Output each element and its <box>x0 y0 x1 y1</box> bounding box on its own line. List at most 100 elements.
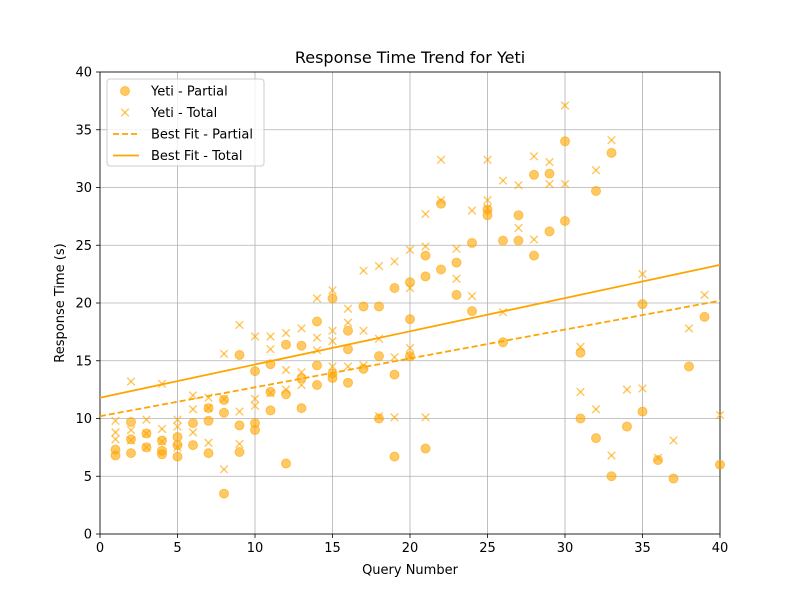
total-point <box>281 385 291 394</box>
total-point-stroke <box>204 403 213 413</box>
total-point <box>173 415 182 424</box>
total-point-stroke <box>607 135 616 145</box>
total-point-stroke <box>111 416 120 426</box>
partial-point <box>203 415 214 426</box>
total-point <box>204 438 213 448</box>
total-point <box>266 388 275 398</box>
total-point <box>250 332 260 341</box>
total-point-stroke <box>359 266 368 275</box>
total-point <box>312 333 322 342</box>
partial-point <box>343 325 353 336</box>
total-point-stroke <box>219 349 229 359</box>
total-point <box>235 407 244 416</box>
total-point-stroke <box>250 394 260 404</box>
partial-point <box>281 339 291 350</box>
total-point <box>204 403 213 413</box>
partial-point <box>374 351 384 362</box>
partial-point <box>420 443 431 454</box>
partial-point <box>250 366 260 377</box>
total-point <box>374 411 384 421</box>
total-point <box>715 410 725 420</box>
total-point <box>157 437 167 446</box>
total-point <box>188 404 198 414</box>
total-point-stroke <box>111 434 120 444</box>
total-point-stroke <box>405 245 415 255</box>
partial-point <box>389 369 400 380</box>
partial-point <box>622 421 632 432</box>
partial-point <box>529 169 539 180</box>
partial-point <box>544 168 555 179</box>
total-point-stroke <box>529 235 539 244</box>
legend-label: Best Fit - Total <box>151 149 242 164</box>
y-tick-label: 0 <box>84 528 92 543</box>
partial-point <box>591 185 601 196</box>
partial-point <box>110 444 121 455</box>
total-point <box>111 428 120 437</box>
partial-point <box>575 413 586 424</box>
total-point-stroke <box>498 176 508 185</box>
total-point-stroke <box>390 413 399 422</box>
total-point-stroke <box>545 157 554 167</box>
total-point-stroke <box>467 291 477 301</box>
total-point-stroke <box>328 326 337 336</box>
legend-marker-circle <box>120 86 130 96</box>
total-point <box>467 206 477 215</box>
total-point <box>235 439 244 449</box>
total-point-stroke <box>359 326 368 336</box>
axes: 0 5 10 15 20 25 30 35 40 0 5 10 15 20 25 30 35 40 <box>75 66 728 557</box>
partial-point <box>420 250 431 261</box>
best-fit-partial-line <box>99 299 721 418</box>
total-point-stroke <box>545 179 554 189</box>
partial-point <box>250 418 260 429</box>
total-point-stroke <box>467 206 477 215</box>
x-tick-label: 5 <box>173 541 181 556</box>
total-point-stroke <box>607 451 616 460</box>
partial-point <box>312 360 322 371</box>
total-point-stroke <box>281 328 291 338</box>
total-point <box>421 209 430 219</box>
legend-marker-x-stroke <box>120 108 130 117</box>
total-point-stroke <box>173 422 182 431</box>
partial-point <box>234 349 245 360</box>
total-point <box>622 385 632 394</box>
partial-point <box>482 204 493 215</box>
total-point-stroke <box>188 404 198 414</box>
legend-label: Best Fit - Partial <box>151 128 253 143</box>
total-point <box>591 404 601 414</box>
y-tick-label: 40 <box>75 66 92 81</box>
partial-point <box>312 380 322 391</box>
y-axis-label: Response Time (s) <box>53 243 68 362</box>
partial-point <box>157 445 167 456</box>
legend: Yeti - Partial Yeti - Total Best Fit - Par… <box>106 78 265 167</box>
partial-point <box>668 473 679 484</box>
partial-point <box>715 459 725 470</box>
y-tick-label: 25 <box>75 239 92 254</box>
partial-point <box>637 299 648 310</box>
partial-point <box>296 403 307 414</box>
total-point <box>142 429 151 438</box>
partial-point <box>637 406 648 417</box>
y-tick-label: 10 <box>75 412 92 427</box>
total-point <box>111 434 120 444</box>
total-point-stroke <box>436 155 446 165</box>
chart-title: Response Time Trend for Yeti <box>295 48 525 67</box>
total-point <box>111 416 120 426</box>
total-point <box>281 328 291 338</box>
total-point <box>328 362 337 371</box>
partial-point <box>420 271 431 282</box>
total-point-stroke <box>669 436 678 445</box>
partial-point <box>234 420 245 431</box>
total-point-stroke <box>126 436 136 445</box>
partial-point <box>467 306 477 317</box>
total-point-stroke <box>560 179 570 189</box>
partial-point <box>265 386 276 397</box>
total-point <box>219 394 229 404</box>
partial-point <box>498 235 508 246</box>
partial-point <box>513 235 524 246</box>
total-point-stroke <box>653 453 663 463</box>
total-point-stroke <box>374 411 384 421</box>
partial-point <box>234 446 245 457</box>
total-point-stroke <box>142 443 151 452</box>
total-point-stroke <box>188 391 198 400</box>
partial-point <box>219 407 229 418</box>
